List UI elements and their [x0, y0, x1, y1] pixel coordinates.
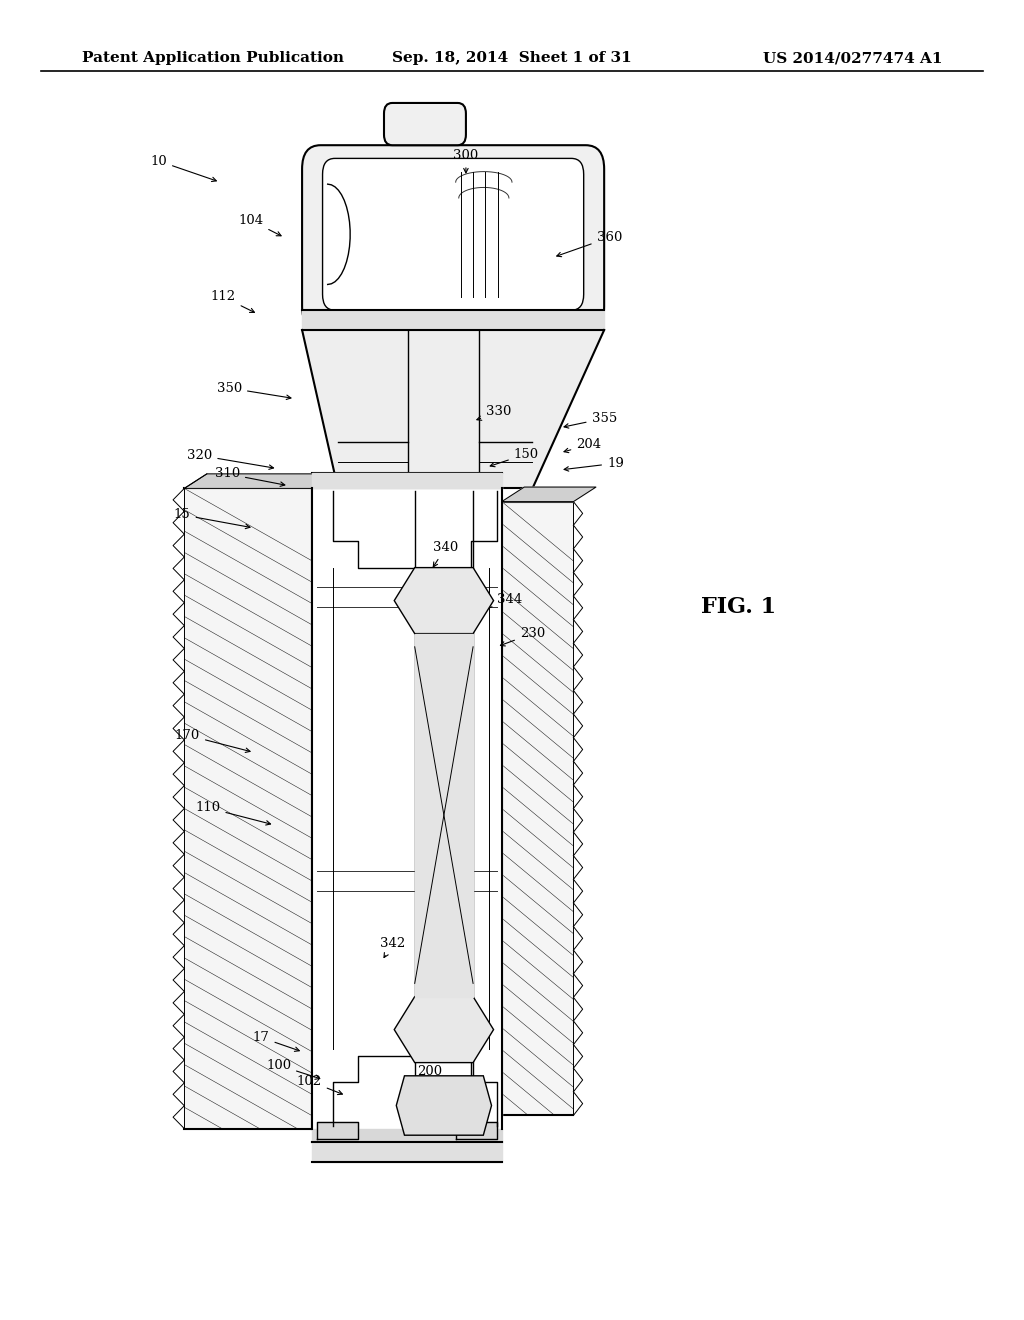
Text: Patent Application Publication: Patent Application Publication: [82, 51, 344, 65]
Polygon shape: [394, 997, 494, 1063]
Text: 104: 104: [239, 214, 281, 236]
Text: 340: 340: [431, 841, 456, 865]
Text: 300: 300: [454, 149, 478, 173]
Polygon shape: [317, 1122, 358, 1139]
Text: FIG. 1: FIG. 1: [701, 597, 776, 618]
Polygon shape: [502, 487, 596, 502]
Polygon shape: [312, 473, 502, 488]
Text: 310: 310: [215, 467, 285, 486]
Text: US 2014/0277474 A1: US 2014/0277474 A1: [763, 51, 942, 65]
Text: 342: 342: [380, 937, 404, 957]
Text: 19: 19: [564, 457, 624, 471]
Polygon shape: [184, 488, 312, 1129]
FancyBboxPatch shape: [302, 145, 604, 330]
Text: 112: 112: [211, 290, 254, 313]
Polygon shape: [312, 1129, 502, 1142]
Polygon shape: [312, 488, 502, 1129]
FancyBboxPatch shape: [384, 103, 466, 145]
Text: 200: 200: [418, 1065, 442, 1084]
Polygon shape: [394, 568, 494, 634]
Text: 330: 330: [477, 405, 511, 420]
Text: 130: 130: [423, 700, 447, 723]
Text: 100: 100: [266, 1059, 319, 1080]
Text: Sep. 18, 2014  Sheet 1 of 31: Sep. 18, 2014 Sheet 1 of 31: [392, 51, 632, 65]
Polygon shape: [302, 310, 604, 330]
Polygon shape: [502, 502, 573, 1115]
Text: 342: 342: [416, 950, 442, 972]
Text: 102: 102: [297, 1074, 342, 1094]
Text: 15: 15: [174, 508, 250, 528]
Polygon shape: [415, 634, 473, 997]
Text: 17: 17: [253, 1031, 299, 1051]
Text: 204: 204: [564, 438, 601, 453]
Text: 110: 110: [196, 801, 270, 825]
Text: 320: 320: [187, 449, 273, 470]
Text: 355: 355: [564, 412, 616, 428]
Polygon shape: [396, 1076, 492, 1135]
Text: 360: 360: [557, 231, 622, 256]
Text: 202: 202: [459, 1078, 483, 1097]
Polygon shape: [312, 1142, 502, 1162]
Text: 230: 230: [501, 627, 545, 645]
Text: 150: 150: [490, 447, 539, 467]
Polygon shape: [184, 474, 335, 488]
Polygon shape: [456, 1122, 497, 1139]
Text: 340: 340: [433, 541, 458, 566]
Text: 10: 10: [151, 154, 216, 182]
Text: 344: 344: [479, 593, 522, 612]
Polygon shape: [302, 330, 604, 488]
Text: 350: 350: [217, 381, 291, 400]
FancyBboxPatch shape: [323, 158, 584, 310]
Text: 170: 170: [175, 729, 250, 752]
